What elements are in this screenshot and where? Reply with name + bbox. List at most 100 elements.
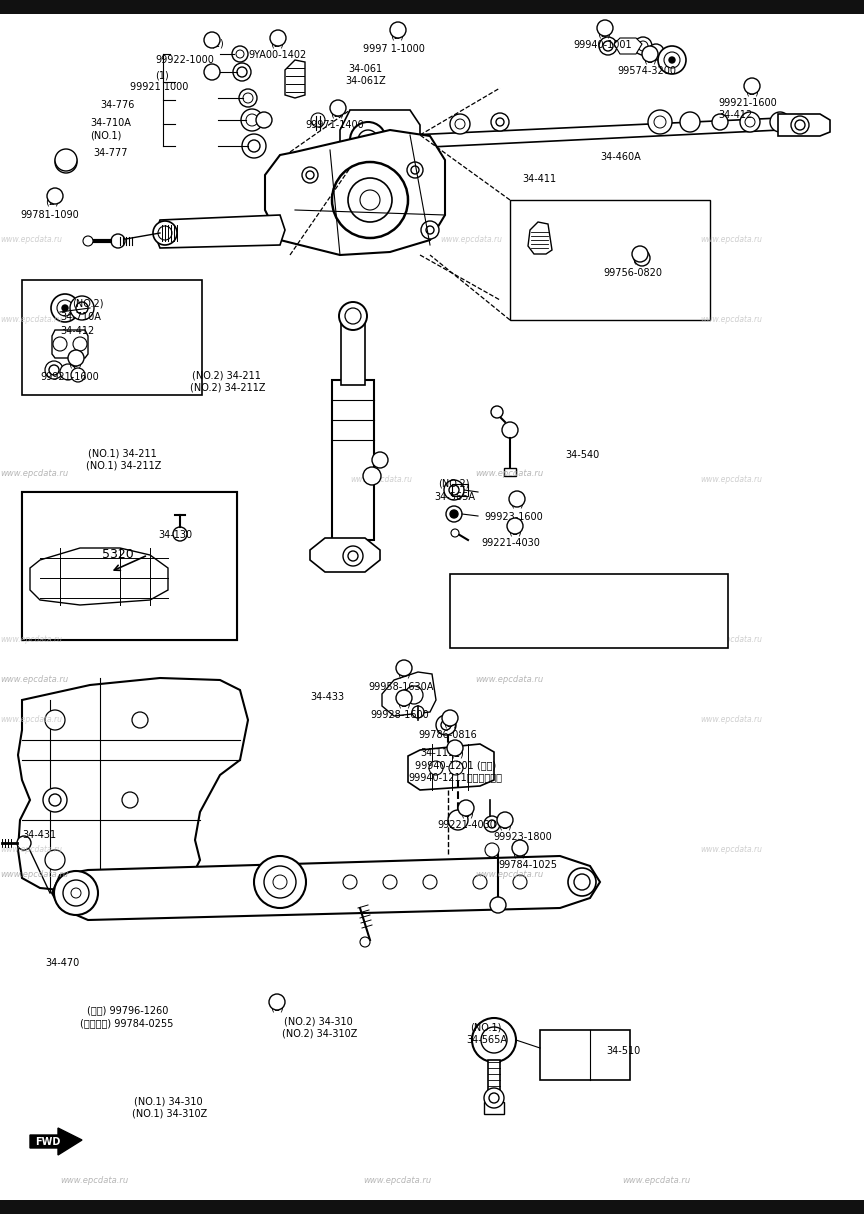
- Circle shape: [642, 46, 658, 62]
- Circle shape: [484, 1088, 504, 1108]
- Circle shape: [634, 36, 652, 55]
- Circle shape: [423, 875, 437, 889]
- Circle shape: [256, 112, 272, 127]
- Text: 34-540: 34-540: [565, 450, 600, 460]
- Circle shape: [45, 710, 65, 730]
- Circle shape: [426, 226, 434, 234]
- Circle shape: [204, 32, 220, 49]
- Circle shape: [173, 527, 187, 541]
- Text: (NO.2) 34-211Z: (NO.2) 34-211Z: [190, 382, 265, 393]
- Text: 34-565A: 34-565A: [466, 1036, 507, 1045]
- Circle shape: [254, 856, 306, 908]
- Text: 34-470: 34-470: [45, 958, 79, 968]
- Circle shape: [372, 452, 388, 469]
- Text: www.epcdata.ru: www.epcdata.ru: [60, 1175, 129, 1185]
- Bar: [510, 200, 710, 320]
- Text: www.epcdata.ru: www.epcdata.ru: [0, 469, 68, 478]
- Text: 5320: 5320: [102, 548, 134, 561]
- Circle shape: [343, 875, 357, 889]
- Text: (トラック) 99784-0255: (トラック) 99784-0255: [80, 1019, 174, 1028]
- Text: (2): (2): [443, 717, 457, 728]
- Text: www.epcdata.ru: www.epcdata.ru: [0, 316, 62, 324]
- Bar: [484, 1102, 504, 1114]
- Circle shape: [411, 166, 419, 174]
- Circle shape: [712, 114, 728, 130]
- Circle shape: [246, 114, 258, 126]
- Text: 99221-4030: 99221-4030: [481, 538, 540, 548]
- Text: 9YA00-1402: 9YA00-1402: [248, 50, 306, 59]
- Text: 品名コード 34-700 は図番①から②の: 品名コード 34-700 は図番①から②の: [458, 618, 581, 628]
- Polygon shape: [410, 118, 810, 148]
- Circle shape: [345, 308, 361, 324]
- Circle shape: [239, 89, 257, 107]
- Bar: [452, 484, 468, 497]
- Bar: [488, 1060, 500, 1100]
- Text: ① … ② → 34-700: ① … ② → 34-700: [458, 605, 545, 614]
- Text: www.epcdata.ru: www.epcdata.ru: [0, 869, 68, 879]
- Circle shape: [360, 191, 380, 210]
- Circle shape: [509, 490, 525, 507]
- Circle shape: [481, 1027, 507, 1053]
- Text: 99922-1000: 99922-1000: [155, 55, 214, 66]
- Text: 99781-1090: 99781-1090: [20, 210, 79, 220]
- Text: (1): (1): [397, 668, 410, 677]
- Polygon shape: [285, 59, 305, 98]
- Text: 99221-4030: 99221-4030: [437, 819, 496, 830]
- Circle shape: [745, 117, 755, 127]
- Circle shape: [47, 188, 63, 204]
- Circle shape: [45, 361, 63, 379]
- Text: (NO.2) 34-310Z: (NO.2) 34-310Z: [282, 1028, 358, 1038]
- Polygon shape: [18, 677, 248, 892]
- Text: 34-061: 34-061: [348, 64, 382, 74]
- Circle shape: [770, 112, 790, 132]
- Text: www.epcdata.ru: www.epcdata.ru: [0, 845, 62, 855]
- Circle shape: [442, 710, 458, 726]
- Circle shape: [383, 875, 397, 889]
- Text: (2): (2): [745, 86, 759, 96]
- Text: 2: 2: [602, 23, 607, 33]
- Text: 9997 1-1000: 9997 1-1000: [363, 44, 425, 53]
- Text: 1: 1: [401, 693, 407, 703]
- Circle shape: [348, 178, 392, 222]
- Circle shape: [489, 1093, 499, 1104]
- Circle shape: [55, 151, 77, 174]
- Text: 34-411: 34-411: [522, 174, 556, 185]
- Circle shape: [491, 405, 503, 418]
- Circle shape: [455, 119, 465, 129]
- Circle shape: [83, 236, 93, 246]
- Text: 99928-1600: 99928-1600: [370, 710, 429, 720]
- Text: 2: 2: [378, 455, 383, 465]
- Circle shape: [232, 46, 248, 62]
- Text: (NO.1) 34-310Z: (NO.1) 34-310Z: [132, 1108, 207, 1118]
- Text: www.epcdata.ru: www.epcdata.ru: [700, 316, 762, 324]
- Circle shape: [339, 302, 367, 330]
- Text: 1: 1: [463, 804, 469, 812]
- Text: 99940-1001: 99940-1001: [573, 40, 632, 50]
- Text: 34-061Z: 34-061Z: [345, 76, 385, 86]
- Text: (NO.2) 34-211: (NO.2) 34-211: [192, 370, 261, 380]
- Text: 1: 1: [62, 157, 69, 168]
- Text: (2): (2): [330, 108, 344, 118]
- Text: 1: 1: [647, 50, 653, 58]
- Circle shape: [740, 112, 760, 132]
- Circle shape: [490, 897, 506, 913]
- Text: FWD: FWD: [35, 1138, 60, 1147]
- Bar: [332, 380, 374, 540]
- Text: 1: 1: [209, 35, 215, 45]
- Circle shape: [122, 792, 138, 809]
- Text: www.epcdata.ru: www.epcdata.ru: [0, 715, 62, 725]
- Text: 34-431: 34-431: [22, 830, 56, 840]
- Text: 34-412: 34-412: [60, 327, 94, 336]
- Text: 34-565A: 34-565A: [434, 492, 475, 503]
- Text: 1: 1: [62, 153, 70, 166]
- Circle shape: [348, 551, 358, 561]
- Circle shape: [488, 819, 496, 828]
- Text: (2): (2): [270, 38, 284, 49]
- Circle shape: [364, 136, 372, 144]
- Bar: [341, 320, 365, 385]
- Text: 3: 3: [518, 844, 523, 852]
- Text: (NO.1) 34-211Z: (NO.1) 34-211Z: [86, 461, 162, 471]
- Circle shape: [648, 44, 664, 59]
- Text: 34-460A: 34-460A: [600, 152, 641, 161]
- Text: (2): (2): [45, 195, 59, 206]
